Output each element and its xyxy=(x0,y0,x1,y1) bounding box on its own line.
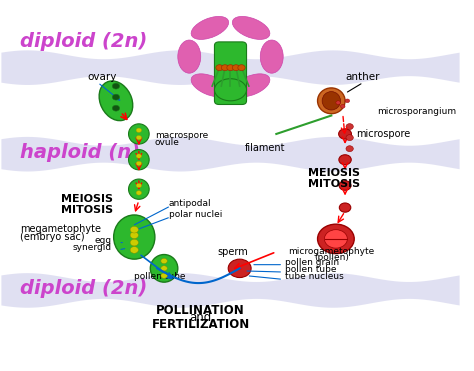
Ellipse shape xyxy=(191,74,228,97)
PathPatch shape xyxy=(1,273,460,308)
Circle shape xyxy=(112,94,119,100)
Text: anther: anther xyxy=(345,72,380,82)
Ellipse shape xyxy=(114,215,155,259)
Text: MEIOSIS: MEIOSIS xyxy=(61,194,113,204)
Circle shape xyxy=(228,259,251,278)
Ellipse shape xyxy=(232,74,270,97)
Text: POLLINATION: POLLINATION xyxy=(156,304,245,317)
Text: diploid (2n): diploid (2n) xyxy=(20,279,147,298)
Text: filament: filament xyxy=(245,143,285,153)
Circle shape xyxy=(130,239,138,246)
Circle shape xyxy=(161,266,167,271)
Text: ovary: ovary xyxy=(88,72,117,82)
Ellipse shape xyxy=(150,255,178,282)
Circle shape xyxy=(130,232,138,239)
Circle shape xyxy=(346,124,353,129)
Text: pollen grain: pollen grain xyxy=(285,258,339,267)
Circle shape xyxy=(136,191,142,195)
Circle shape xyxy=(112,105,119,111)
Text: ovule: ovule xyxy=(155,138,180,147)
Circle shape xyxy=(112,83,119,89)
FancyBboxPatch shape xyxy=(214,42,246,105)
Circle shape xyxy=(339,155,351,165)
Text: antipodal: antipodal xyxy=(169,199,211,208)
Circle shape xyxy=(318,224,354,254)
Circle shape xyxy=(136,161,142,165)
Ellipse shape xyxy=(322,92,340,110)
PathPatch shape xyxy=(1,137,460,171)
Ellipse shape xyxy=(128,150,149,170)
Circle shape xyxy=(161,273,167,278)
PathPatch shape xyxy=(1,50,460,85)
Circle shape xyxy=(346,146,353,152)
Text: microgametophyte: microgametophyte xyxy=(288,247,374,256)
Text: (embryo sac): (embryo sac) xyxy=(20,232,84,242)
Circle shape xyxy=(340,105,345,108)
Text: megametophyte: megametophyte xyxy=(20,224,100,233)
Circle shape xyxy=(324,230,347,248)
Text: pollen tube: pollen tube xyxy=(134,272,186,281)
Circle shape xyxy=(136,128,142,132)
Circle shape xyxy=(227,65,234,70)
Circle shape xyxy=(136,183,142,188)
Text: microsporangium: microsporangium xyxy=(377,107,456,116)
Circle shape xyxy=(136,154,142,158)
Circle shape xyxy=(130,247,138,253)
Text: (pollen): (pollen) xyxy=(314,253,349,262)
Ellipse shape xyxy=(178,40,201,73)
Text: MEIOSIS: MEIOSIS xyxy=(309,168,360,178)
Ellipse shape xyxy=(128,179,149,199)
Ellipse shape xyxy=(214,79,246,101)
Text: macrospore: macrospore xyxy=(155,131,208,140)
Ellipse shape xyxy=(232,16,270,39)
Text: microspore: microspore xyxy=(356,129,411,139)
Circle shape xyxy=(336,101,340,105)
Ellipse shape xyxy=(191,16,228,39)
Ellipse shape xyxy=(99,81,133,121)
Text: egg: egg xyxy=(94,236,111,244)
Text: polar nuclei: polar nuclei xyxy=(169,210,222,219)
Circle shape xyxy=(136,135,142,140)
Circle shape xyxy=(232,65,240,70)
Circle shape xyxy=(345,99,350,103)
Text: synergid: synergid xyxy=(72,243,111,252)
Circle shape xyxy=(130,226,138,233)
Circle shape xyxy=(339,181,351,190)
Circle shape xyxy=(339,203,351,212)
Text: diploid (2n): diploid (2n) xyxy=(20,32,147,52)
Text: tube nucleus: tube nucleus xyxy=(285,272,344,281)
Ellipse shape xyxy=(318,88,345,114)
Circle shape xyxy=(216,65,223,70)
Circle shape xyxy=(161,259,167,263)
Text: MITOSIS: MITOSIS xyxy=(309,179,361,189)
Text: FERTILIZATION: FERTILIZATION xyxy=(152,318,250,331)
Circle shape xyxy=(221,65,228,70)
Ellipse shape xyxy=(128,124,149,144)
Text: pollen tube: pollen tube xyxy=(285,265,337,274)
Ellipse shape xyxy=(260,40,283,73)
Text: MITOSIS: MITOSIS xyxy=(61,205,113,215)
Circle shape xyxy=(338,129,351,139)
Text: haploid (n): haploid (n) xyxy=(20,143,140,162)
Text: and: and xyxy=(190,311,212,324)
Circle shape xyxy=(346,135,353,141)
Circle shape xyxy=(238,65,245,70)
Text: sperm: sperm xyxy=(218,247,248,257)
